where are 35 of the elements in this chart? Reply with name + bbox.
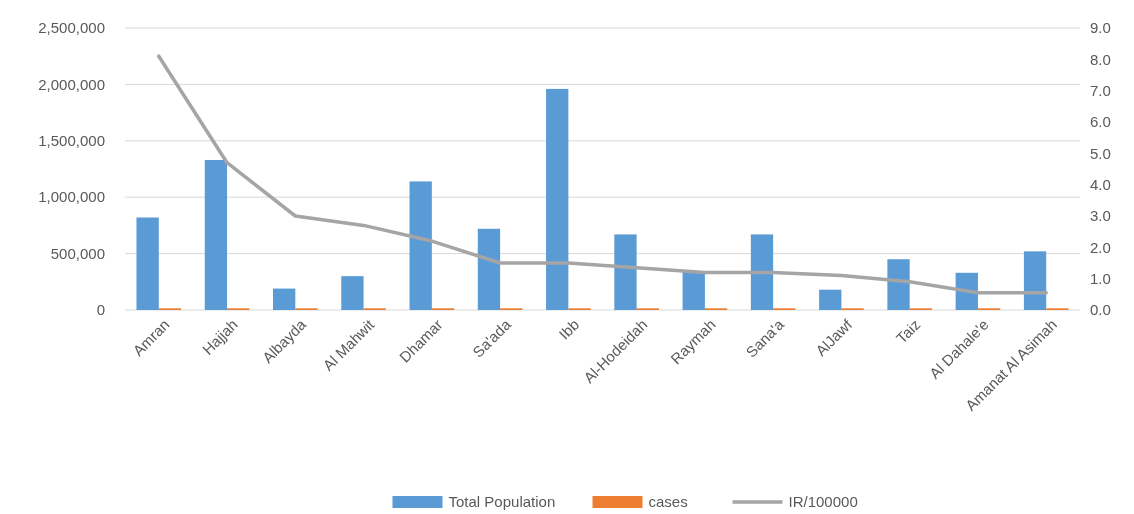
bar bbox=[682, 271, 705, 310]
bar bbox=[136, 217, 159, 310]
y2-tick-label: 0.0 bbox=[1090, 301, 1111, 319]
bar bbox=[273, 288, 296, 310]
bar bbox=[204, 159, 228, 310]
y2-tick-label: 4.0 bbox=[1090, 175, 1111, 193]
bar bbox=[341, 276, 364, 310]
x-tick-label: Ibb bbox=[555, 315, 583, 343]
bar bbox=[819, 289, 842, 310]
bar bbox=[1023, 251, 1047, 310]
y-tick-label: 0 bbox=[96, 301, 105, 319]
bar bbox=[546, 88, 569, 310]
legend-label: Total Population bbox=[448, 493, 556, 511]
y-tick-label: 500,000 bbox=[50, 244, 105, 262]
y2-tick-label: 6.0 bbox=[1090, 113, 1111, 131]
y2-tick-label: 5.0 bbox=[1090, 144, 1111, 162]
y-tick-label: 1,000,000 bbox=[38, 188, 105, 206]
bar bbox=[409, 181, 432, 310]
x-tick-label: Taiz bbox=[892, 315, 924, 347]
line-series bbox=[157, 54, 1048, 295]
y2-tick-label: 3.0 bbox=[1090, 207, 1111, 225]
y2-tick-label: 7.0 bbox=[1090, 81, 1111, 99]
y2-tick-label: 1.0 bbox=[1090, 269, 1111, 287]
legend-label: IR/100000 bbox=[788, 493, 858, 511]
bar bbox=[750, 234, 774, 310]
bar bbox=[887, 259, 910, 310]
y2-tick-label: 2.0 bbox=[1090, 238, 1111, 256]
y-tick-label: 1,500,000 bbox=[38, 132, 105, 150]
y-tick-label: 2,500,000 bbox=[38, 19, 105, 37]
y2-tick-label: 9.0 bbox=[1090, 19, 1111, 37]
legend-label: cases bbox=[648, 493, 688, 511]
bar bbox=[477, 228, 501, 310]
y-tick-label: 2,000,000 bbox=[38, 75, 105, 93]
y2-tick-label: 8.0 bbox=[1090, 50, 1111, 68]
bar bbox=[614, 234, 637, 310]
